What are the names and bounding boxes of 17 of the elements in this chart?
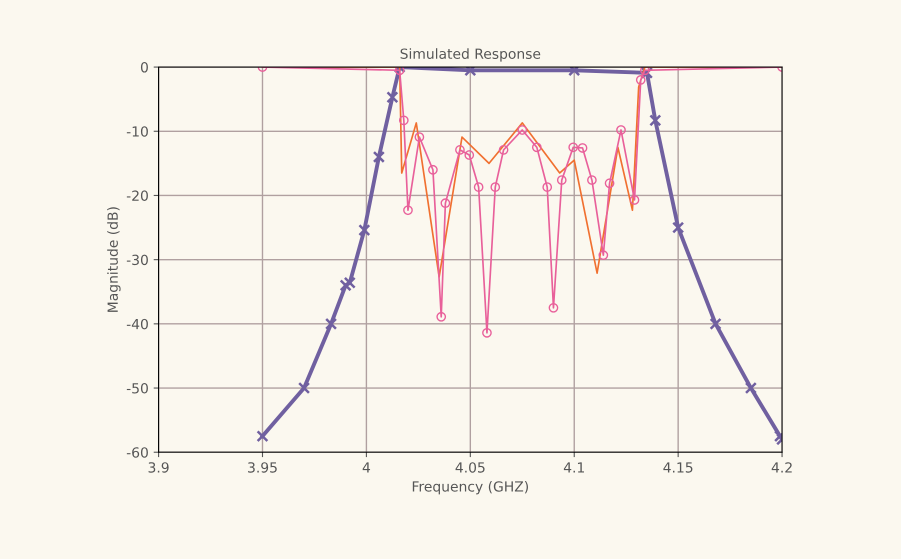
x-tick-label: 3.9 <box>148 462 169 473</box>
y-tick-label: -10 <box>126 126 148 137</box>
y-axis-title: Magnitude (dB) <box>107 207 121 312</box>
y-tick-label: -30 <box>126 254 148 266</box>
x-tick-label: 3.95 <box>248 462 277 473</box>
x-tick-label: 4.2 <box>772 462 792 473</box>
y-tick-label: -60 <box>126 447 148 458</box>
x-tick-label: 4.1 <box>564 462 584 473</box>
y-tick-label: -20 <box>126 190 148 201</box>
x-tick-label: 4.05 <box>456 462 485 473</box>
x-tick-label: 4.15 <box>663 462 692 473</box>
y-tick-label: 0 <box>140 62 148 73</box>
x-axis-title: Frequency (GHZ) <box>412 480 528 494</box>
x-tick-label: 4 <box>362 462 370 473</box>
y-tick-label: -50 <box>126 383 148 394</box>
y-tick-label: -40 <box>126 318 148 330</box>
chart-title: Simulated Response <box>400 48 540 62</box>
